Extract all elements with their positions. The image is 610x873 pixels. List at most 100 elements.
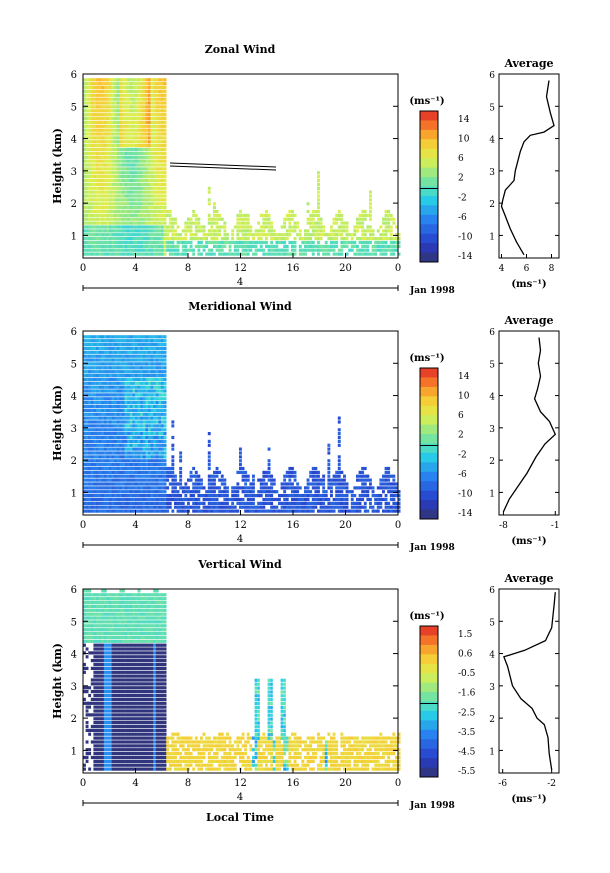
average-frame [498,588,560,774]
heatmap-field [83,335,401,513]
colorbar-swatch [420,243,438,253]
colorbar-label: -14 [458,252,473,262]
average-x-tick-label: -6 [498,779,507,789]
average-x-tick-label: -2 [547,779,556,789]
colorbar-swatch [420,167,438,178]
colorbar-swatch [420,120,438,131]
y-tick-label: 5 [71,102,77,113]
colorbar-swatch [420,252,438,263]
colorbar-swatch [420,452,438,463]
colorbar-swatch [420,415,438,426]
colorbar-swatch [420,481,438,492]
average-title: Average [503,314,553,327]
x-tick-label: 20 [339,520,352,531]
x-tick-label: 8 [185,520,191,531]
colorbar-swatch [420,424,438,435]
average-x-tick-label: -1 [551,521,560,531]
colorbar-label: 2 [458,431,464,441]
colorbar-swatch [420,758,438,768]
x-tick-label: 12 [234,263,247,274]
colorbar-label: -0.5 [458,669,476,679]
y-axis-label: Height (km) [51,128,64,204]
average-y-tick-label: 5 [489,360,495,370]
colorbar-label: -2 [458,193,467,203]
average-y-tick-label: 1 [489,489,495,499]
y-tick-label: 3 [71,682,77,693]
x-tick-label: 0 [395,520,401,531]
colorbar-swatch [420,205,438,216]
y-tick-label: 3 [71,167,77,178]
y-tick-label: 4 [71,392,77,403]
colorbar-swatch [420,195,438,206]
y-tick-label: 2 [71,199,77,210]
colorbar-swatch [420,490,438,501]
date-label: 4 [237,277,243,288]
colorbar-swatch [420,386,438,397]
date-suffix: Jan 1998 [409,543,455,553]
colorbar-swatch [420,368,438,378]
average-x-tick-label: 6 [524,264,530,274]
colorbar-label: -4.5 [458,747,476,757]
colorbar-swatch [420,377,438,388]
colorbar-swatch [420,462,438,473]
colorbar-swatch [420,111,438,121]
colorbar-swatch [420,682,438,693]
x-tick-label: 20 [339,263,352,274]
average-title: Average [503,57,553,70]
average-x-tick-label: 4 [499,264,505,274]
average-y-tick-label: 3 [489,425,495,435]
average-y-tick-label: 3 [489,168,495,178]
colorbar-swatch [420,471,438,482]
average-xlabel: (ms⁻¹) [511,536,546,547]
y-tick-label: 6 [71,585,77,596]
colorbar-swatch [420,635,438,646]
y-tick-label: 5 [71,359,77,370]
y-tick-label: 5 [71,617,77,628]
colorbar-label: 0.6 [458,650,473,660]
average-y-tick-label: 5 [489,618,495,628]
average-y-tick-label: 2 [489,200,495,210]
colorbar-label: -6 [458,213,467,223]
colorbar-swatch [420,177,438,187]
x-tick-label: 4 [132,520,138,531]
colorbar-label: 10 [458,135,470,145]
x-tick-label: 8 [185,778,191,789]
x-tick-label: 16 [287,520,300,531]
average-frame [498,330,560,516]
date-label: 4 [237,792,243,803]
average-x-tick-label: -8 [499,521,508,531]
colorbar-label: -10 [458,232,473,242]
colorbar-label: -2 [458,450,467,460]
y-tick-label: 3 [71,424,77,435]
x-tick-label: 20 [339,778,352,789]
colorbar-label: 6 [458,154,464,164]
average-profile-line [502,337,557,513]
average-profile-line [500,80,555,256]
average-x-tick-label: 8 [549,264,555,274]
colorbar-swatch [420,710,438,721]
x-tick-label: 4 [132,778,138,789]
y-tick-label: 6 [71,327,77,338]
average-y-tick-label: 3 [489,683,495,693]
colorbar-frame [419,625,439,778]
average-y-tick-label: 2 [489,715,495,725]
panel-title: Meridional Wind [188,300,292,313]
colorbar-swatch [420,692,438,702]
colorbar-label: 14 [458,115,470,125]
colorbar-swatch [420,500,438,510]
average-xlabel: (ms⁻¹) [511,794,546,805]
colorbar-swatch [420,748,438,759]
y-tick-label: 1 [71,231,77,242]
colorbar-swatch [420,673,438,684]
panel-title: Vertical Wind [197,558,282,571]
x-tick-label: 12 [234,520,247,531]
colorbar-label: -1.6 [458,689,476,699]
y-tick-label: 1 [71,746,77,757]
contour-line [169,162,277,171]
average-y-tick-label: 6 [489,586,495,596]
x-axis-label: Local Time [206,811,274,824]
colorbar-swatch [420,434,438,444]
x-tick-label: 0 [80,263,86,274]
